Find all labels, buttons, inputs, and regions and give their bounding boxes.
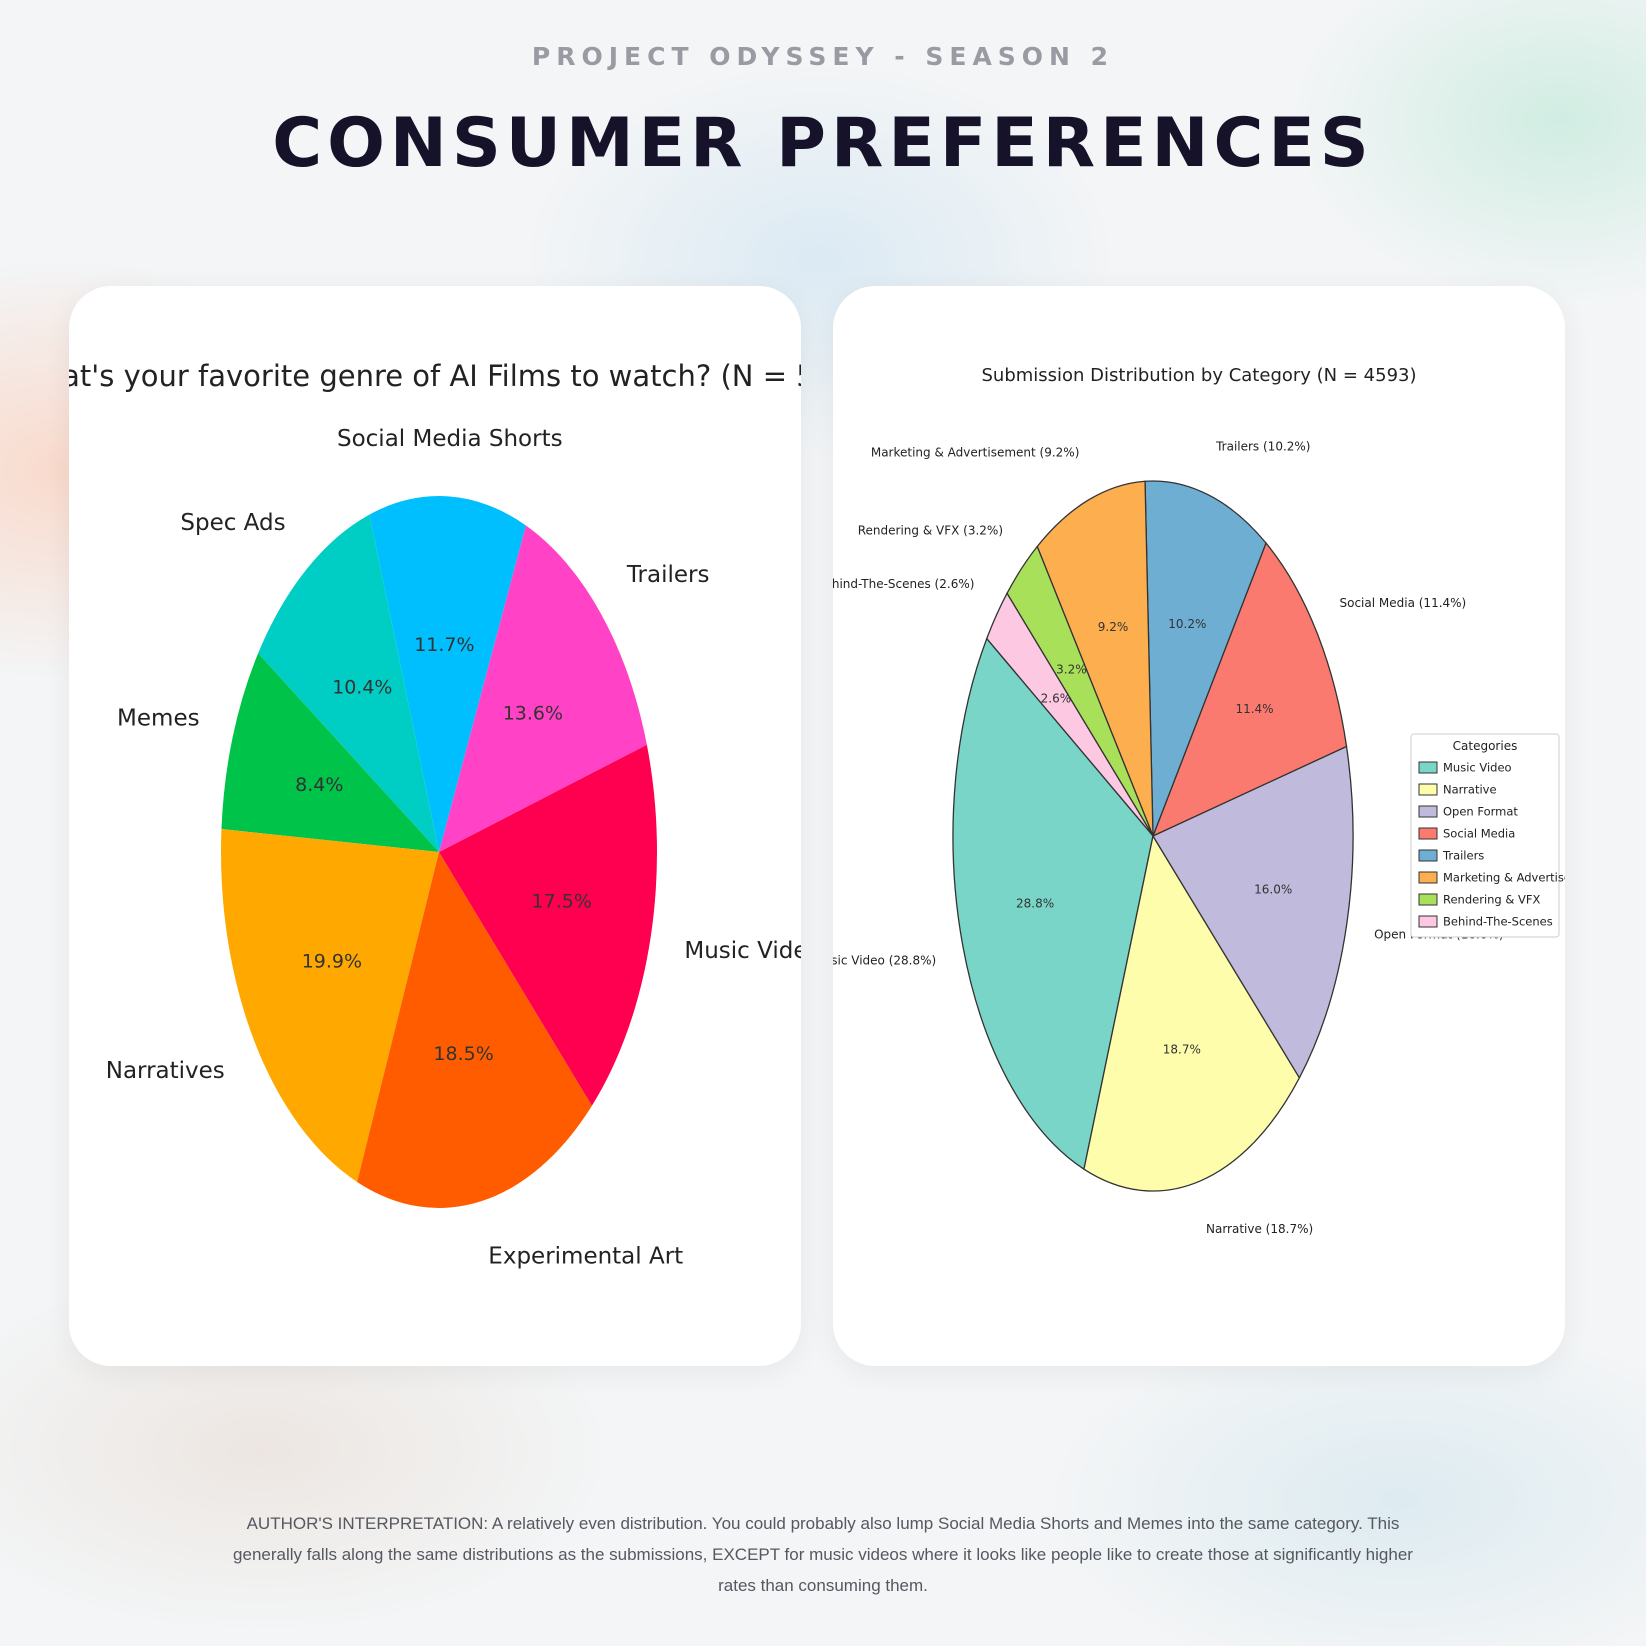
author-interpretation: AUTHOR'S INTERPRETATION: A relatively ev… [233, 1514, 1413, 1595]
chart-card-genre: What's your favorite genre of AI Films t… [69, 286, 801, 1366]
slice-label: Rendering & VFX (3.2%) [858, 524, 1003, 538]
slice-label: Spec Ads [180, 510, 285, 536]
chart-card-submissions: Submission Distribution by Category (N =… [833, 286, 1565, 1366]
slice-label: Music Videos [684, 938, 801, 964]
pie-slice-memes [221, 653, 439, 852]
slice-label: Social Media Shorts [337, 426, 563, 452]
pie-slice-trailers [1144, 480, 1267, 837]
slice-percent-label: 17.5% [532, 890, 592, 912]
legend-entry: Behind-The-Scenes [1443, 915, 1553, 929]
legend-entry: Music Video [1443, 761, 1512, 775]
slice-label: Music Video (28.8%) [833, 954, 936, 968]
legend-entry: Open Format [1443, 805, 1518, 819]
page-eyebrow: PROJECT ODYSSEY - SEASON 2 [531, 42, 1115, 71]
chart-legend: Categories Music Video Narrative Open Forma… [1410, 733, 1565, 938]
pie-slice-open-format [1152, 745, 1354, 1080]
legend-box [1410, 733, 1560, 938]
pie-slice-narratives [220, 829, 439, 1182]
slice-percent-label: 3.2% [1056, 663, 1087, 677]
slice-label: Trailers [626, 562, 710, 588]
slice-label: Social Media (11.4%) [1340, 596, 1467, 610]
pie-slice-music-videos [439, 744, 657, 1106]
legend-entry: Trailers [1442, 849, 1484, 863]
slice-percent-label: 11.4% [1235, 702, 1273, 716]
slice-percent-label: 8.4% [295, 774, 343, 796]
legend-entry: Social Media [1443, 827, 1515, 841]
slice-percent-label: 11.7% [414, 634, 474, 656]
pie-slice-spec-ads [258, 514, 439, 852]
slice-percent-label: 19.9% [302, 950, 362, 972]
slice-percent-label: 28.8% [1016, 897, 1054, 911]
page-title: CONSUMER PREFERENCES [272, 104, 1374, 183]
legend-swatch-narrative [1418, 783, 1438, 796]
legend-entry: Narrative [1443, 783, 1497, 797]
legend-swatch-rendering-vfx [1418, 893, 1438, 906]
slice-label: Behind-The-Scenes (2.6%) [833, 577, 974, 591]
slice-percent-label: 2.6% [1041, 692, 1072, 706]
slice-label: Narrative (18.7%) [1206, 1222, 1313, 1236]
pie-slice-trailers [439, 525, 647, 852]
slice-label: Trailers (10.2%) [1215, 440, 1310, 454]
legend-swatch-behind-the-scenes [1418, 915, 1438, 928]
slice-percent-label: 10.4% [332, 676, 392, 698]
pie-slice-marketing-advertisement [1036, 480, 1154, 837]
slice-percent-label: 13.6% [503, 702, 563, 724]
legend-entry: Rendering & VFX [1443, 893, 1540, 907]
slice-percent-label: 10.2% [1168, 617, 1206, 631]
pie-slice-music-video [952, 637, 1154, 1171]
pie-slice-social-media-shorts [369, 495, 526, 852]
slice-label: Memes [117, 705, 200, 731]
slice-percent-label: 18.7% [1163, 1043, 1201, 1057]
chart-title: Submission Distribution by Category (N =… [981, 365, 1416, 386]
pie-slice-social-media [1151, 541, 1348, 838]
legend-swatch-open-format [1418, 805, 1438, 818]
pie-slice-experimental-art [357, 852, 592, 1209]
legend-swatch-music-video [1418, 761, 1438, 774]
pie-slice-narrative [1083, 834, 1301, 1192]
legend-entry: Marketing & Advertisement [1443, 871, 1565, 885]
slice-percent-label: 16.0% [1254, 882, 1292, 896]
legend-swatch-trailers [1418, 849, 1438, 862]
legend-swatch-social-media [1418, 827, 1438, 840]
genre-pie-chart: What's your favorite genre of AI Films t… [69, 359, 801, 1270]
slice-label: Marketing & Advertisement (9.2%) [871, 445, 1080, 459]
submission-pie-chart: Submission Distribution by Category (N =… [833, 365, 1565, 1236]
legend-swatch-marketing-advertisement [1418, 871, 1438, 884]
chart-title: What's your favorite genre of AI Films t… [69, 359, 801, 393]
slice-percent-label: 18.5% [433, 1043, 493, 1065]
legend-title: Categories [1453, 739, 1518, 753]
slice-label: Experimental Art [488, 1244, 683, 1270]
slice-label: Narratives [106, 1058, 225, 1084]
slice-percent-label: 9.2% [1098, 620, 1129, 634]
